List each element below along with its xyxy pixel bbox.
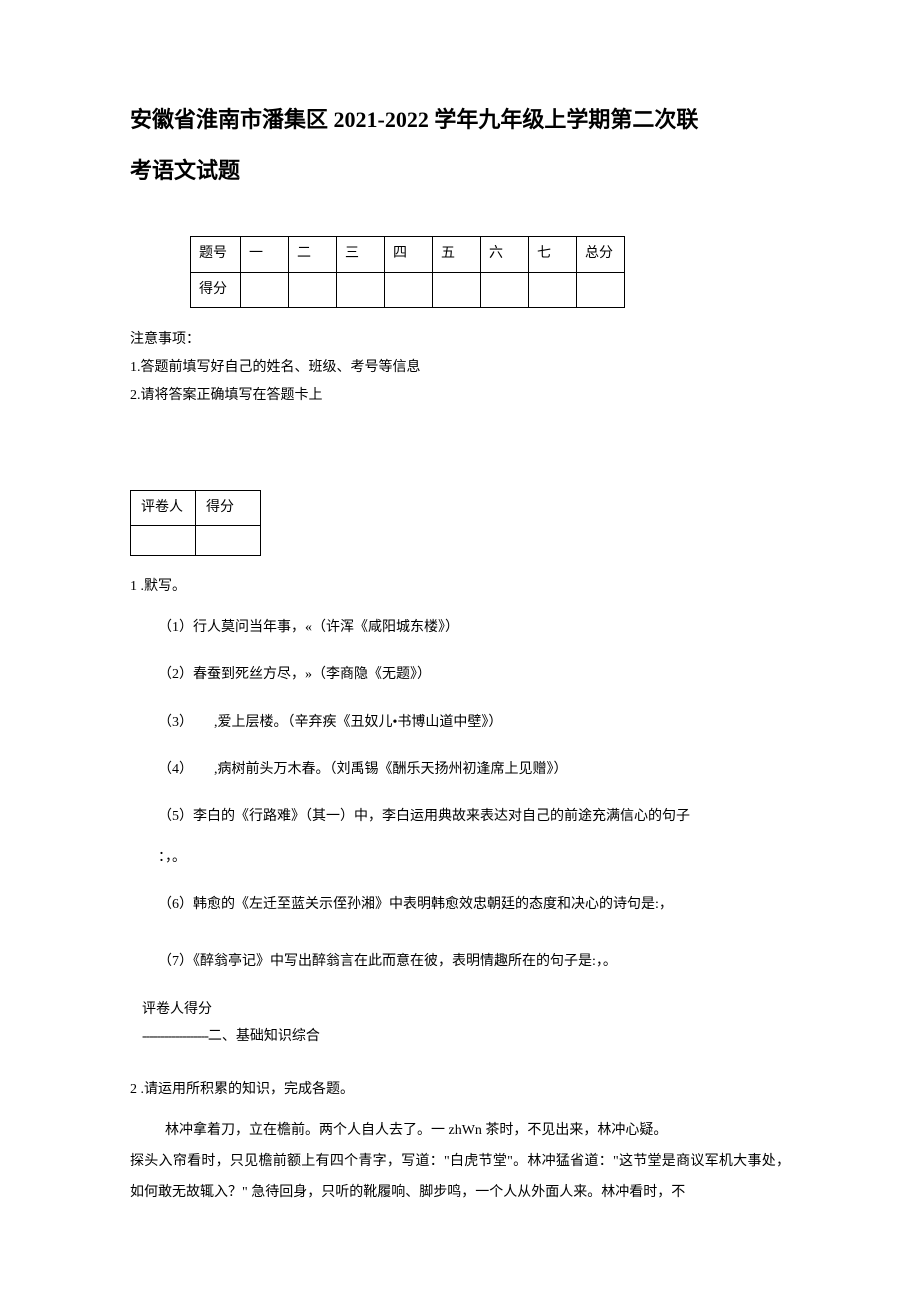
q1-item-7: （7）《醉翁亭记》中写出醉翁言在此而意在彼，表明情趣所在的句子是:，。: [158, 951, 790, 973]
score-col-total: 总分: [577, 237, 625, 272]
score-cell: [337, 272, 385, 307]
notes-block: 注意事项： 1.答题前填写好自己的姓名、班级、考号等信息 2.请将答案正确填写在…: [130, 326, 790, 410]
score-cell: [289, 272, 337, 307]
q1-item-2: （2）春蚕到死丝方尽，»（李商隐《无题》）: [158, 664, 790, 686]
q1-item-1: （1）行人莫问当年事，«（许浑《咸阳城东楼》）: [158, 617, 790, 639]
score-col-3: 三: [337, 237, 385, 272]
q2-passage-1: 林冲拿着刀，立在檐前。两个人自人去了。一 zhWn 茶时，不见出来，林冲心疑。: [130, 1116, 790, 1147]
grader-col-2: 得分: [196, 490, 261, 525]
grader-cell: [131, 526, 196, 556]
score-col-4: 四: [385, 237, 433, 272]
section-2-label: 二、基础知识综合: [208, 1029, 320, 1044]
score-cell: [529, 272, 577, 307]
score-col-6: 六: [481, 237, 529, 272]
score-col-5: 五: [433, 237, 481, 272]
notes-heading: 注意事项：: [130, 326, 790, 354]
score-col-2: 二: [289, 237, 337, 272]
score-cell: [481, 272, 529, 307]
score-cell: [385, 272, 433, 307]
section-2-divider: ------------------二、基础知识综合: [142, 1026, 790, 1048]
grader-table: 评卷人 得分: [130, 490, 261, 556]
q1-item-4: （4） ,病树前头万木春。（刘禹锡《酬乐天扬州初逢席上见赠》）: [158, 759, 790, 781]
score-cell: [433, 272, 481, 307]
grader-inline: 评卷人得分: [142, 999, 790, 1021]
q2-passage-2: 探头入帘看时，只见檐前额上有四个青字，写道："白虎节堂"。林冲猛省道："这节堂是…: [130, 1147, 790, 1209]
q1-item-5: （5）李白的《行路难》（其一）中，李白运用典故来表达对自己的前途充满信心的句子: [158, 806, 790, 828]
score-cell: [577, 272, 625, 307]
dashes: ------------------: [142, 1029, 208, 1044]
question-2: 2 .请运用所积累的知识，完成各题。: [130, 1079, 790, 1101]
title-line-1: 安徽省淮南市潘集区 2021-2022 学年九年级上学期第二次联: [130, 107, 698, 132]
score-cell: [241, 272, 289, 307]
score-table: 题号 一 二 三 四 五 六 七 总分 得分: [190, 236, 625, 308]
grader-cell: [196, 526, 261, 556]
score-col-7: 七: [529, 237, 577, 272]
question-1: 1 .默写。: [130, 576, 790, 598]
score-header-label: 题号: [191, 237, 241, 272]
notes-line-2: 2.请将答案正确填写在答题卡上: [130, 382, 790, 410]
title-line-2: 考语文试题: [130, 158, 240, 183]
q1-item-3: （3） ,爱上层楼。（辛弃疾《丑奴儿•书博山道中壁》）: [158, 712, 790, 734]
score-col-1: 一: [241, 237, 289, 272]
q1-item-5b: ：，。: [158, 847, 790, 869]
score-row-label: 得分: [191, 272, 241, 307]
q1-item-6: （6）韩愈的《左迁至蓝关示侄孙湘》中表明韩愈效忠朝廷的态度和决心的诗句是:，: [158, 894, 790, 916]
grader-col-1: 评卷人: [131, 490, 196, 525]
notes-line-1: 1.答题前填写好自己的姓名、班级、考号等信息: [130, 354, 790, 382]
